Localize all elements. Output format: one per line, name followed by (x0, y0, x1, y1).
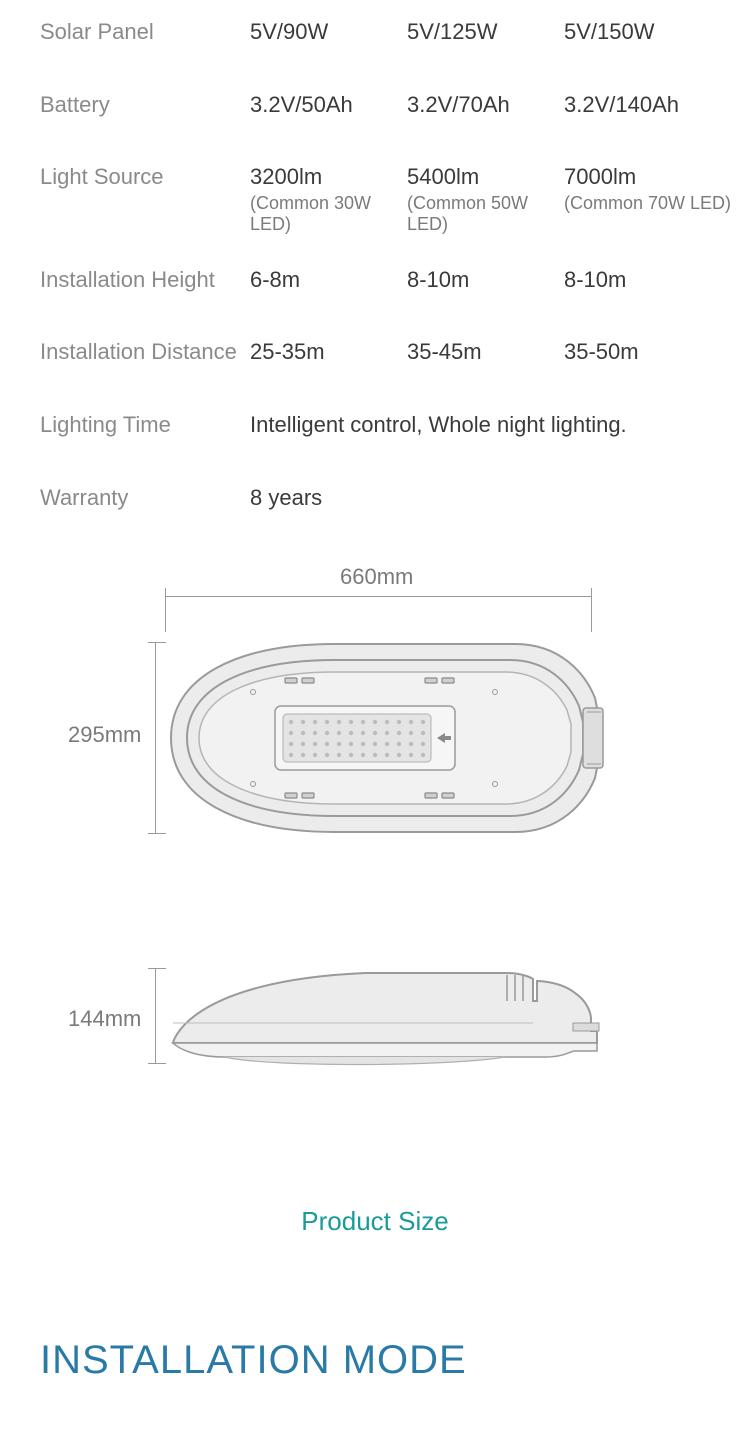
spec-value: 6-8m (250, 266, 407, 294)
spec-value: 3.2V/140Ah (564, 91, 679, 119)
dimension-depth-label: 144mm (68, 1006, 141, 1032)
dimension-line (165, 596, 592, 597)
product-top-view-icon (165, 638, 605, 838)
spec-values: 3200lm (Common 30W LED) 5400lm (Common 5… (250, 163, 710, 236)
spec-value-span: Intelligent control, Whole night lightin… (250, 411, 627, 439)
spec-label: Solar Panel (40, 18, 250, 47)
spec-value: 35-50m (564, 338, 639, 366)
spec-row-install-distance: Installation Distance 25-35m 35-45m 35-5… (40, 338, 710, 367)
spec-row-solar-panel: Solar Panel 5V/90W 5V/125W 5V/150W (40, 18, 710, 47)
spec-label: Installation Distance (40, 338, 250, 367)
spec-value: 5V/150W (564, 18, 655, 46)
dimension-line (155, 968, 156, 1064)
spec-row-light-source: Light Source 3200lm (Common 30W LED) 540… (40, 163, 710, 236)
dimension-tick (591, 588, 592, 632)
product-diagram: 660mm 295mm (0, 556, 750, 1116)
spec-row-install-height: Installation Height 6-8m 8-10m 8-10m (40, 266, 710, 295)
spec-label: Installation Height (40, 266, 250, 295)
spec-values: 3.2V/50Ah 3.2V/70Ah 3.2V/140Ah (250, 91, 710, 119)
spec-value: 3200lm (250, 163, 407, 191)
spec-value: 3.2V/50Ah (250, 91, 407, 119)
spec-subvalue: (Common 30W LED) (250, 193, 407, 236)
spec-row-lighting-time: Lighting Time Intelligent control, Whole… (40, 411, 710, 440)
spec-value: 5400lm (407, 163, 564, 191)
product-size-title: Product Size (0, 1206, 750, 1237)
dimension-width-label: 660mm (340, 564, 413, 590)
spec-label: Battery (40, 91, 250, 120)
spec-value: 5V/90W (250, 18, 407, 46)
dimension-tick (148, 833, 166, 834)
spec-table: Solar Panel 5V/90W 5V/125W 5V/150W Batte… (0, 0, 750, 512)
spec-subvalue: (Common 70W LED) (564, 193, 731, 215)
spec-value: 8-10m (564, 266, 626, 294)
dimension-height-label: 295mm (68, 722, 141, 748)
spec-value: 5V/125W (407, 18, 564, 46)
spec-value-span: 8 years (250, 484, 322, 512)
product-side-view-icon (165, 961, 605, 1071)
installation-mode-heading: INSTALLATION MODE (40, 1338, 467, 1383)
spec-label: Light Source (40, 163, 250, 192)
spec-value: 8-10m (407, 266, 564, 294)
dimension-tick (165, 588, 166, 632)
spec-values: 6-8m 8-10m 8-10m (250, 266, 710, 294)
spec-value: 3.2V/70Ah (407, 91, 564, 119)
dimension-tick (148, 1063, 166, 1064)
spec-row-battery: Battery 3.2V/50Ah 3.2V/70Ah 3.2V/140Ah (40, 91, 710, 120)
spec-label: Lighting Time (40, 411, 250, 440)
spec-value: 25-35m (250, 338, 407, 366)
spec-value: 35-45m (407, 338, 564, 366)
dimension-tick (148, 968, 166, 969)
spec-subvalue: (Common 50W LED) (407, 193, 564, 236)
spec-values: 5V/90W 5V/125W 5V/150W (250, 18, 710, 46)
spec-label: Warranty (40, 484, 250, 513)
spec-row-warranty: Warranty 8 years (40, 484, 710, 513)
dimension-line (155, 642, 156, 834)
dimension-tick (148, 642, 166, 643)
spec-values: 25-35m 35-45m 35-50m (250, 338, 710, 366)
spec-value: 7000lm (564, 163, 731, 191)
